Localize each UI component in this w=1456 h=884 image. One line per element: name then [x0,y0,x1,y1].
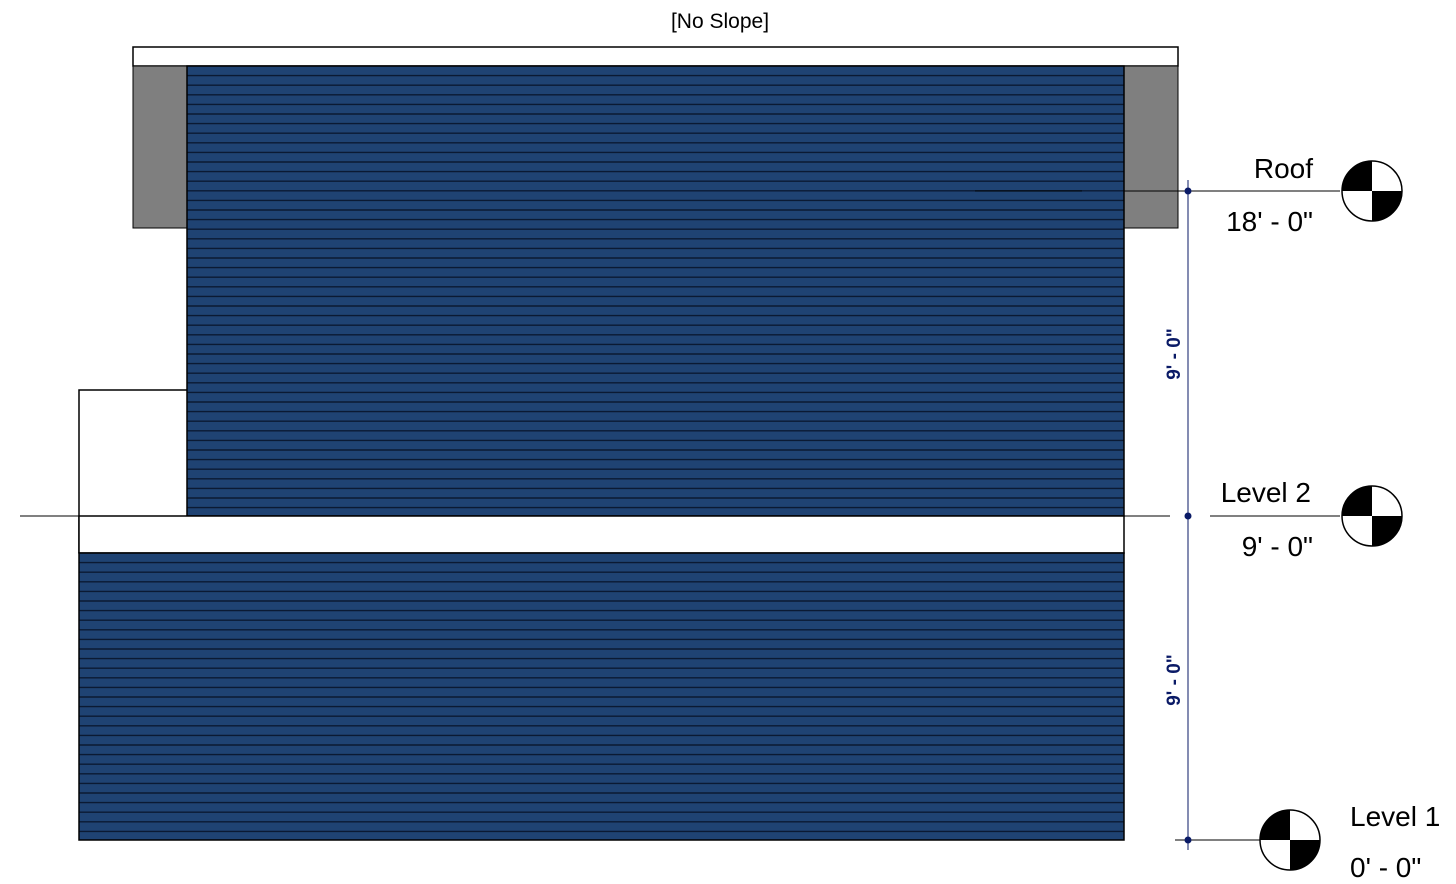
left-fascia [132,65,188,229]
level1-name: Level 1 [1350,801,1440,832]
level-head-level2-icon [1341,485,1403,547]
dim-tick-level2 [1184,512,1192,520]
level-head-roof-icon [1341,160,1403,222]
floor-band [78,515,1125,554]
right-fascia [1123,65,1179,229]
dimension-upper: 9' - 0" [1164,328,1185,380]
roof-level-name: Roof [1254,153,1313,184]
level2-elevation: 9' - 0" [1242,531,1313,562]
roof-slab [132,46,1179,67]
roof-note: [No Slope] [671,10,769,33]
roof-level-elevation: 18' - 0" [1226,206,1313,237]
dim-tick-roof [1184,187,1192,195]
lower-siding-lines [79,561,1124,833]
dimension-lower: 9' - 0" [1164,654,1185,706]
level-head-level1-icon [1259,809,1321,871]
dim-tick-level1 [1184,836,1192,844]
left-outline [78,389,187,553]
level1-elevation: 0' - 0" [1350,852,1421,883]
level2-name: Level 2 [1221,477,1311,508]
upper-siding-lines [187,74,1124,509]
